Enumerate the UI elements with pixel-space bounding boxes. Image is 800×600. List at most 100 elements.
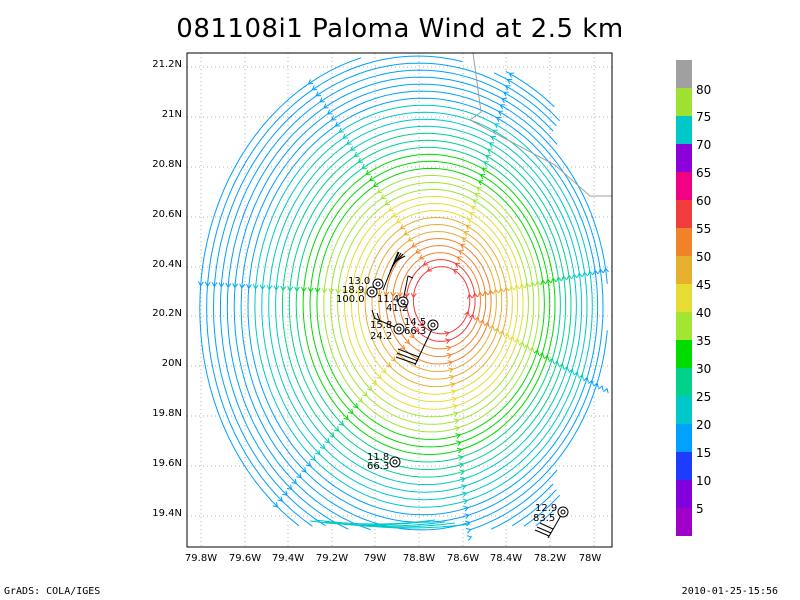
y-tick-7: 20N (162, 358, 182, 369)
streamline-arrow (472, 292, 478, 298)
colorbar-swatch (676, 144, 692, 172)
colorbar-label-35: 35 (696, 334, 711, 348)
streamline-arrow (523, 343, 530, 350)
streamline (330, 181, 535, 425)
streamline-arrow (493, 327, 500, 333)
streamline-arrow (422, 260, 429, 266)
streamline-arrow (307, 79, 314, 85)
streamline-arrow (376, 373, 382, 380)
streamline-arrow (519, 283, 526, 289)
streamline (281, 132, 572, 478)
streamline-arrow (232, 283, 239, 289)
streamline-arrow (450, 389, 457, 395)
streamline-arrow (399, 344, 406, 350)
streamline-arrow (533, 349, 540, 355)
streamline-arrow (456, 256, 462, 262)
streamline-arrow (587, 270, 594, 276)
streamline-arrow (593, 382, 599, 388)
streamline-arrow (448, 374, 455, 381)
streamline-arrow (457, 455, 464, 461)
streamline-arrow (286, 484, 293, 491)
obs-5-value: 66.3 (367, 461, 389, 472)
streamline-arrow (576, 272, 583, 278)
y-tick-4: 20.6N (152, 209, 182, 220)
streamline-arrow (456, 440, 462, 447)
streamline (212, 62, 557, 527)
obs-5-speed: 11.8 (367, 452, 389, 463)
streamline-arrow (338, 420, 345, 426)
streamline-arrow (342, 133, 348, 139)
streamline (254, 104, 593, 508)
streamline-arrow (396, 218, 402, 224)
observation-marker-inner (400, 299, 406, 305)
colorbar-label-15: 15 (696, 446, 711, 460)
colorbar-label-45: 45 (696, 278, 711, 292)
streamline-arrow (357, 397, 363, 403)
streamline (240, 90, 604, 523)
streamline-arrow (470, 205, 477, 211)
streamline-arrow (315, 91, 322, 97)
streamline-arrow (277, 496, 283, 502)
streamline-arrow (582, 271, 588, 277)
observation-marker-inner (396, 326, 402, 332)
streamline-arrow (444, 338, 451, 344)
streamline-arrow (329, 432, 335, 438)
streamline-arrow (324, 437, 330, 444)
obs-4-speed: 15.8 (370, 320, 392, 331)
observation-marker (427, 319, 439, 331)
colorbar-label-65: 65 (696, 166, 711, 180)
streamline-arrow (458, 462, 465, 468)
streamline-arrow (399, 224, 406, 230)
streamline-arrow (464, 513, 470, 519)
streamline (337, 188, 529, 418)
x-tick-5: 79W (364, 553, 387, 564)
streamline-arrow (415, 248, 421, 254)
colorbar-swatch (676, 60, 692, 88)
streamline (247, 97, 599, 516)
streamline-arrow (319, 443, 326, 450)
streamline (357, 209, 513, 395)
streamline-arrow (384, 200, 391, 206)
x-tick-3: 79.4W (272, 553, 304, 564)
streamline-arrow (538, 352, 545, 358)
streamline (275, 125, 577, 486)
streamline-arrow (272, 502, 279, 508)
streamline-arrow (465, 527, 472, 534)
streamline-arrow (446, 352, 453, 359)
colorbar-swatch (676, 368, 692, 396)
streamline-arrow (514, 284, 520, 290)
streamline-arrow (603, 387, 609, 394)
streamline (309, 160, 551, 448)
colorbar-label-30: 30 (696, 362, 711, 376)
coastline (469, 52, 612, 197)
streamline-arrow (361, 163, 368, 169)
y-tick-3: 20.8N (152, 159, 182, 170)
streamline-arrow (328, 288, 335, 294)
colorbar (676, 60, 692, 536)
streamline-arrow (482, 290, 489, 296)
streamline-arrow (499, 104, 506, 110)
streamline-arrow (449, 382, 456, 388)
streamline-arrow (469, 313, 475, 320)
streamline-arrow (445, 345, 452, 352)
streamline-arrow (474, 193, 480, 199)
observation-marker (393, 323, 405, 335)
x-tick-10: 78W (579, 553, 602, 564)
streamline-arrow (390, 291, 397, 298)
plot-frame (186, 52, 613, 548)
streamline-arrow (498, 287, 505, 293)
streamline-arrow (573, 371, 579, 377)
streamline-arrow (252, 284, 259, 290)
streamline-arrow (287, 286, 294, 292)
observation-marker (397, 296, 409, 308)
observation-markers (366, 278, 569, 518)
streamline-arrow (456, 447, 463, 454)
streamline-arrow (355, 289, 362, 296)
colorbar-label-25: 25 (696, 390, 711, 404)
colorbar-swatch (676, 284, 692, 312)
streamline-arrow (466, 535, 473, 541)
obs-1-pct: 100.0 (336, 294, 365, 305)
streamline-arrow (561, 275, 568, 281)
obs-3-speed: 14.5 (404, 317, 426, 328)
streamline-arrow (474, 316, 480, 322)
